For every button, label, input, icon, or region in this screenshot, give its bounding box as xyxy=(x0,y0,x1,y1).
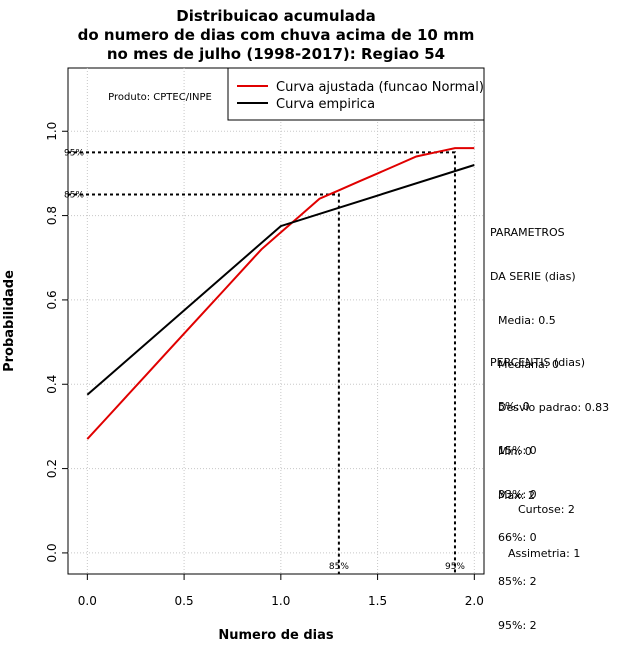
param-desvio: Desvio padrao: 0.83 xyxy=(498,401,610,415)
percentil-15: 15%: 0 xyxy=(498,443,537,457)
title-line-1: Distribuicao acumulada xyxy=(176,7,375,25)
curtose-value: Curtose: 2 xyxy=(518,503,575,517)
legend: Curva ajustada (funcao Normal) Curva empi… xyxy=(227,67,485,121)
product-annotation: Produto: CPTEC/INPE xyxy=(108,92,212,103)
series-line-0 xyxy=(86,147,475,440)
percentis-panel: PERCENTIS (dias) 5%: 0 15%: 0 33%: 0 66%… xyxy=(490,327,585,648)
y-tick-label-0: 0.0 xyxy=(45,543,59,562)
y-tick-label-3: 0.6 xyxy=(45,290,59,309)
series-line-1 xyxy=(86,164,475,396)
percentil-66: 66%: 0 xyxy=(498,531,537,545)
series-lines xyxy=(86,147,475,440)
side-panel: PARAMETROS DA SERIE (dias) Media: 0.5 Me… xyxy=(490,197,609,518)
percentile-line-1 xyxy=(68,151,456,574)
y-tick-label-5: 1.0 xyxy=(45,122,59,141)
x-axis-label: Numero de dias xyxy=(218,628,334,643)
x-tick-label-2: 1.0 xyxy=(271,594,290,608)
grid xyxy=(68,68,484,574)
percentil-85: 85%: 2 xyxy=(498,575,537,589)
param-max: Max: 2 xyxy=(498,488,535,502)
param-media: Media: 0.5 xyxy=(498,313,556,327)
y-axis-label: Probabilidade xyxy=(2,270,17,372)
percentile-line-0 xyxy=(68,193,340,574)
param-min: Min: 0 xyxy=(498,445,532,459)
percentile-y-label-0: 85% xyxy=(64,191,84,201)
percentil-95: 95%: 2 xyxy=(498,618,537,632)
legend-label-0: Curva ajustada (funcao Normal) xyxy=(276,80,484,95)
y-tick-label-2: 0.4 xyxy=(45,375,59,394)
y-tick-label-1: 0.2 xyxy=(45,459,59,478)
plot-frame xyxy=(67,67,485,575)
percentile-y-label-1: 95% xyxy=(64,148,84,158)
percentile-x-label-0: 85% xyxy=(329,562,349,572)
percentile-lines: 85% 85% 95% 95% xyxy=(64,148,465,574)
stats-panel: Curtose: 2 Assimetria: 1 xyxy=(508,474,580,576)
x-tick-label-1: 0.5 xyxy=(175,594,194,608)
title-line-3: no mes de julho (1998-2017): Regiao 54 xyxy=(107,45,445,63)
x-tick-label-0: 0.0 xyxy=(78,594,97,608)
params-title-line-1: PARAMETROS xyxy=(490,226,565,240)
legend-label-1: Curva empirica xyxy=(276,97,375,112)
params-title-line-2: DA SERIE (dias) xyxy=(490,269,576,283)
percentil-33: 33%: 0 xyxy=(498,487,537,501)
x-tick-label-3: 1.5 xyxy=(368,594,387,608)
param-mediana: Mediana: 0 xyxy=(498,357,559,371)
assimetria-value: Assimetria: 1 xyxy=(508,546,581,560)
legend-box xyxy=(227,67,485,121)
axes: 0.0 0.5 1.0 1.5 2.0 0.0 0.2 0.4 0.6 0.8 1.0 Numero … xyxy=(2,122,484,643)
x-tick-label-4: 2.0 xyxy=(465,594,484,608)
percentis-title: PERCENTIS (dias) xyxy=(490,356,586,370)
y-tick-label-4: 0.8 xyxy=(45,206,59,225)
percentil-5: 5%: 0 xyxy=(498,399,530,413)
percentile-x-label-1: 95% xyxy=(445,562,465,572)
title-line-2: do numero de dias com chuva acima de 10 … xyxy=(78,26,475,44)
